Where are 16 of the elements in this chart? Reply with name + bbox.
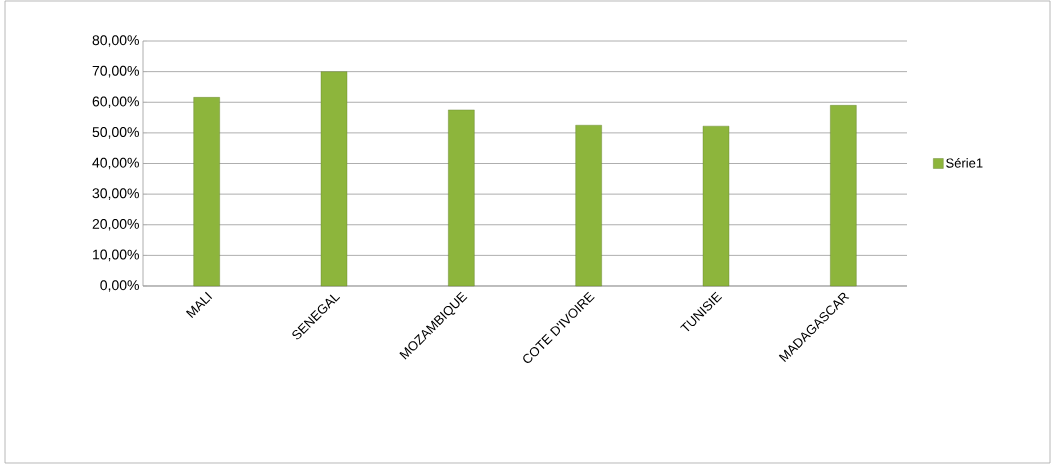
bar: [830, 105, 857, 287]
y-tick-label: 70,00%: [92, 65, 139, 78]
y-tick-label: 20,00%: [92, 218, 139, 231]
y-tick-label: 60,00%: [92, 96, 139, 109]
y-tick-label: 40,00%: [92, 157, 139, 170]
y-tick-label: 80,00%: [92, 35, 139, 47]
bar: [193, 97, 220, 287]
bar: [702, 125, 730, 287]
bar: [320, 71, 348, 287]
y-tick-label: 10,00%: [93, 249, 139, 262]
y-tick-label: 50,00%: [92, 127, 139, 139]
y-tick-label: 0,00%: [100, 280, 139, 292]
legend-label: Série1: [946, 157, 983, 168]
bar: [448, 109, 475, 287]
bar: [575, 125, 602, 287]
y-tick-label: 30,00%: [92, 188, 139, 200]
